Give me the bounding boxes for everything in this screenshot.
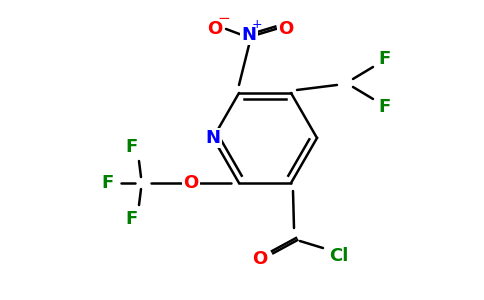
- Text: F: F: [102, 174, 114, 192]
- Text: F: F: [378, 50, 390, 68]
- Text: N: N: [206, 129, 221, 147]
- Text: Cl: Cl: [329, 247, 348, 265]
- Text: O: O: [183, 174, 198, 192]
- Text: −: −: [218, 11, 230, 26]
- Text: O: O: [278, 20, 294, 38]
- Text: F: F: [378, 98, 390, 116]
- Text: +: +: [252, 19, 262, 32]
- Text: F: F: [126, 210, 138, 228]
- Text: O: O: [207, 20, 223, 38]
- Text: F: F: [126, 138, 138, 156]
- Text: N: N: [242, 26, 257, 44]
- Text: O: O: [252, 250, 268, 268]
